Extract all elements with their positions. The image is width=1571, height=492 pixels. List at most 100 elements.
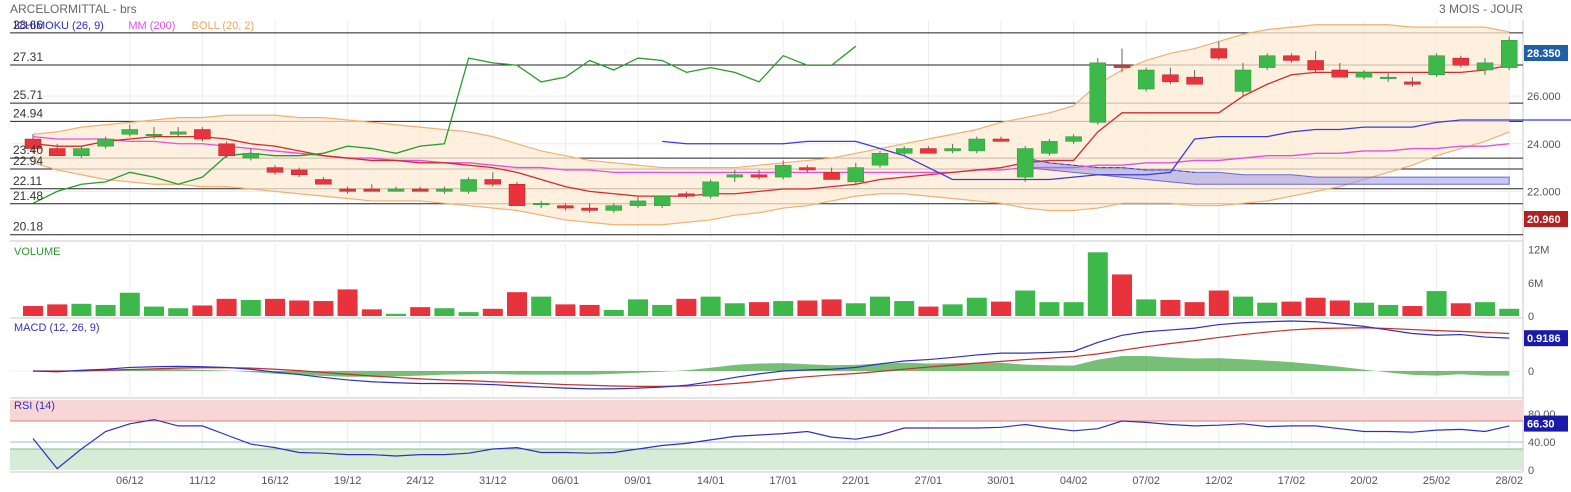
candle-body [823, 172, 840, 180]
macd-title: MACD (12, 26, 9) [14, 322, 100, 334]
macd-line [32, 320, 1510, 390]
volume-bar [676, 298, 697, 316]
candle-body [194, 129, 211, 140]
candle-body [1307, 60, 1324, 71]
candle-body [387, 188, 405, 192]
volume-bar [289, 300, 310, 316]
candle-body [968, 138, 986, 152]
x-tick-label: 24/12 [406, 475, 434, 487]
x-tick-label: 06/01 [552, 475, 580, 487]
candle-body [1041, 141, 1058, 154]
ichimoku-kumo-cloud [1024, 157, 1510, 185]
rsi-value-tag: 66.30 [1527, 419, 1555, 431]
x-tick-label: 27/01 [915, 475, 943, 487]
x-tick-label: 14/01 [697, 475, 725, 487]
low-price-tag: 20.960 [1527, 214, 1561, 226]
volume-bar [265, 298, 285, 316]
volume-bar [918, 306, 939, 316]
macd-y-tick-label: 0 [1528, 366, 1534, 378]
candle-body [169, 131, 187, 135]
price-y-tick-label: 22.000 [1527, 186, 1561, 198]
rsi-value-tag-bg [1524, 415, 1568, 432]
x-tick-label: 22/01 [842, 475, 870, 487]
legend-entry: MM (200) [128, 20, 175, 32]
volume-bar [1305, 297, 1326, 316]
volume-bar [1233, 296, 1253, 316]
rsi-overbought-zone [10, 400, 1523, 421]
price-level-label: 25.71 [13, 88, 43, 102]
volume-bar [1450, 303, 1471, 316]
volume-bar [628, 299, 648, 316]
volume-bar [1063, 302, 1084, 316]
volume-bar [821, 299, 842, 316]
volume-bar [1402, 306, 1423, 316]
x-tick-label: 09/01 [624, 475, 652, 487]
volume-bar [1378, 304, 1399, 316]
candle-body [1476, 62, 1494, 71]
candle-body [339, 188, 356, 192]
candle-body [145, 134, 163, 137]
rsi-y-tick-label: 40.00 [1528, 437, 1556, 449]
volume-bar [240, 299, 261, 316]
volume-bar [434, 308, 455, 316]
volume-title: VOLUME [14, 246, 60, 258]
x-tick-label: 31/12 [479, 475, 507, 487]
volume-bar [1208, 290, 1229, 316]
candle-body [1500, 39, 1518, 68]
price-level-label: 22.11 [13, 174, 42, 188]
price-y-tick-label: 24.000 [1527, 139, 1561, 151]
candle-body [1016, 148, 1034, 178]
candle-body [1355, 72, 1373, 78]
volume-bar [386, 313, 406, 316]
volume-bar [192, 305, 213, 316]
candle-body [1379, 76, 1397, 79]
mm200-line [32, 135, 1510, 173]
candle-body [1089, 62, 1107, 123]
low-price-tag-bg [1524, 211, 1568, 227]
x-tick-label: 17/01 [769, 475, 797, 487]
candle-body [605, 205, 623, 211]
volume-bar [991, 301, 1011, 316]
volume-bar [797, 300, 818, 316]
x-tick-label: 17/02 [1278, 475, 1306, 487]
candle-body [290, 169, 308, 175]
macd-value-tag-bg [1524, 330, 1568, 347]
last-price-tag-bg [1524, 45, 1568, 61]
x-tick-label: 06/12 [116, 475, 144, 487]
volume-bar [555, 304, 576, 316]
x-tick-label: 11/12 [189, 475, 216, 487]
price-level-label: 27.31 [13, 50, 43, 64]
candle-body [266, 167, 284, 173]
volume-bar [410, 307, 431, 316]
volume-bar [71, 303, 92, 316]
candle-body [411, 188, 429, 192]
x-tick-label: 28/02 [1495, 475, 1523, 487]
ichimoku-chikou-line [32, 45, 857, 204]
macd-value-tag: 0.9186 [1527, 333, 1561, 345]
volume-bar [119, 292, 140, 316]
volume-bar [1499, 308, 1520, 316]
last-price-tag: 28.350 [1527, 48, 1561, 60]
volume-bar [361, 309, 382, 316]
chart-title: ARCELORMITTAL - brs [10, 2, 137, 16]
volume-bar [579, 304, 600, 316]
macd-signal-line [33, 327, 1510, 387]
x-tick-label: 12/02 [1205, 475, 1233, 487]
candle-body [24, 138, 42, 149]
candle-body [678, 193, 695, 197]
volume-bar [1039, 302, 1060, 316]
volume-bar [482, 308, 503, 316]
volume-bar [95, 304, 116, 316]
volume-bar [1426, 291, 1447, 316]
volume-bar [144, 306, 164, 316]
volume-bar [870, 296, 890, 316]
volume-bar [1136, 299, 1157, 316]
volume-bar [749, 302, 769, 316]
volume-bar [337, 289, 358, 316]
candle-body [799, 167, 816, 171]
volume-bar [652, 304, 673, 316]
candle-body [1137, 69, 1155, 90]
volume-bar [1087, 252, 1108, 316]
candle-body [242, 153, 260, 159]
period-label[interactable]: 3 MOIS - JOUR [1439, 2, 1523, 16]
